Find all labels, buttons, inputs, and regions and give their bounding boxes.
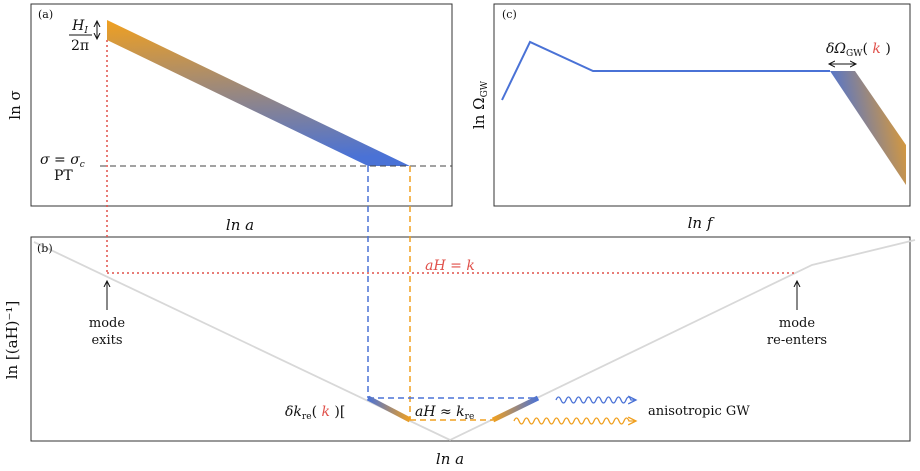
domega-label: δΩGW( k ) xyxy=(826,41,891,59)
mode-exits-line1: mode xyxy=(89,316,125,331)
ah-approx-kre-label: aH ≈ kre xyxy=(415,404,474,422)
pt-label: PT xyxy=(54,168,73,184)
sigma-c-label: σ = σc xyxy=(40,152,85,170)
panel-a-frame xyxy=(30,3,453,207)
panel-c-label: (c) xyxy=(502,8,517,21)
panel-b-ylabel: ln [(aH)⁻¹] xyxy=(3,301,21,380)
omega-gw-band xyxy=(830,71,906,185)
panel-b-label: (b) xyxy=(37,242,53,255)
panel-c-frame xyxy=(493,3,911,207)
panel-a-ylabel: ln σ xyxy=(6,90,24,119)
hi-denominator: 2π xyxy=(71,38,89,54)
hubble-radius-curve xyxy=(33,239,916,441)
omega-gw-curve xyxy=(501,40,830,101)
reentry-segment-left xyxy=(366,395,412,423)
mode-reenters-line2: re-enters xyxy=(767,333,827,348)
sigma-band xyxy=(107,20,410,166)
panel-a-label: (a) xyxy=(38,8,53,21)
panel-c: (c) δΩGW( k ) ln f ln ΩGW xyxy=(470,3,911,232)
blue-wave-icon xyxy=(555,397,636,403)
panel-b: (b) aH = k mode exits mode re-enters aH … xyxy=(3,40,916,468)
hi-numerator: HI xyxy=(71,18,88,36)
panel-a-xlabel: ln a xyxy=(226,216,254,234)
panel-c-xlabel: ln f xyxy=(688,214,715,232)
mode-reenters-line1: mode xyxy=(779,316,815,331)
mode-exits-line2: exits xyxy=(91,333,122,348)
panel-b-frame xyxy=(30,236,911,442)
panel-b-xlabel: ln a xyxy=(436,450,464,468)
reentry-segment-right xyxy=(491,395,540,423)
anisotropic-gw-label: anisotropic GW xyxy=(648,404,750,419)
ah-equals-k-label: aH = k xyxy=(425,258,475,274)
panel-c-ylabel: ln ΩGW xyxy=(470,80,490,129)
orange-wave-icon xyxy=(513,418,636,424)
delta-kre-label: δkre( k )[ xyxy=(285,404,345,422)
panel-a: (a) HI 2π σ = σc PT ln a ln σ xyxy=(6,3,453,234)
